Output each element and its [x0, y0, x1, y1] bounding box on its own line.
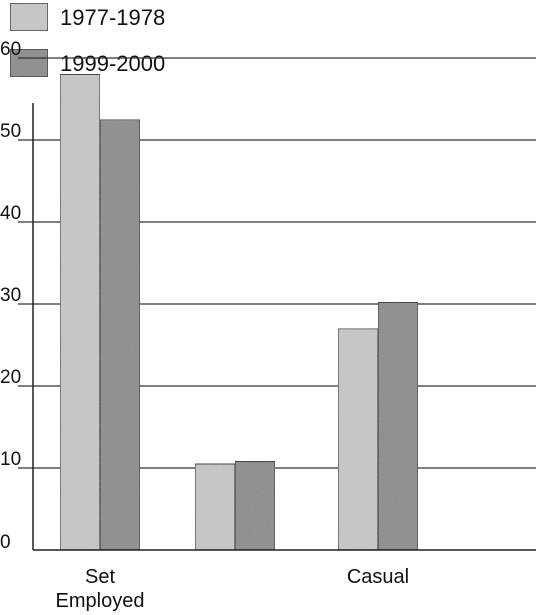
legend-item-series-0: 1977-1978	[9, 2, 165, 32]
bar-0-series-1	[99, 118, 141, 551]
y-tick-label-40: 40	[0, 203, 21, 224]
legend-label-series-0: 1977-1978	[60, 5, 165, 30]
legend-label-series-1: 1999-2000	[60, 51, 165, 76]
bar-2-series-0	[337, 328, 379, 551]
bars	[59, 73, 419, 551]
legend-swatch-series-1	[9, 48, 49, 78]
y-tick-label-50: 50	[0, 121, 21, 142]
bar-2-series-1	[377, 301, 419, 551]
y-tick-label-60: 60	[0, 39, 21, 60]
x-category-label-0: Set Employed	[56, 566, 145, 612]
bar-1-series-1	[234, 460, 276, 551]
legend-item-series-1: 1999-2000	[9, 48, 165, 78]
x-axis-categories: Set Employed Casual	[56, 566, 410, 612]
legend: 1977-1978 1999-2000	[9, 2, 165, 78]
y-tick-label-0: 0	[0, 532, 11, 553]
bar-0-series-0	[59, 73, 101, 551]
x-category-label-2: Casual	[347, 566, 409, 588]
y-tick-label-10: 10	[0, 449, 21, 470]
y-tick-label-30: 30	[0, 285, 21, 306]
y-tick-label-20: 20	[0, 367, 21, 388]
y-axis-ticks: 0 10 20 30 40 50 60	[0, 39, 21, 553]
legend-swatch-series-0	[9, 2, 49, 32]
bar-1-series-0	[194, 463, 236, 551]
